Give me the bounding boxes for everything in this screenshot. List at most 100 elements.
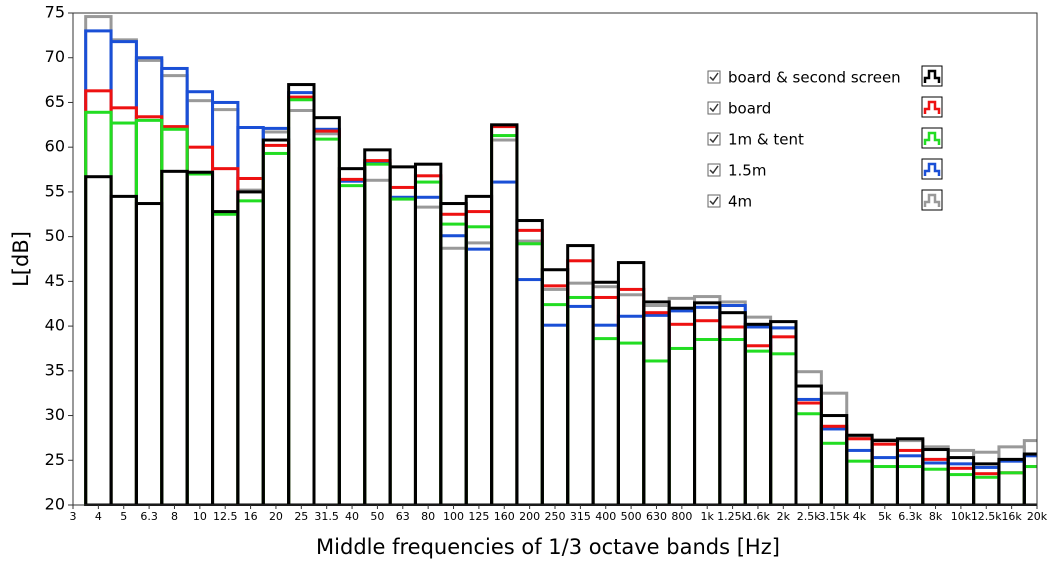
bar <box>769 320 798 506</box>
bar <box>616 293 646 506</box>
y-tick-label: 50 <box>45 226 65 245</box>
bar <box>591 337 620 506</box>
x-tick-label: 2.5k <box>797 510 821 523</box>
bar <box>160 125 189 506</box>
bar <box>312 137 341 506</box>
x-tick-label: 12.5 <box>213 510 238 523</box>
legend: board & second screen board 1m & tent 1.5m 4… <box>707 65 943 211</box>
bar <box>388 197 417 506</box>
bar <box>566 304 595 506</box>
bar <box>693 301 722 506</box>
legend-item[interactable]: 1m & tent <box>707 127 943 149</box>
bar <box>515 219 544 506</box>
bar <box>794 370 823 506</box>
bar <box>515 278 544 506</box>
bar <box>997 471 1026 506</box>
plot-frame <box>72 12 1038 506</box>
bar <box>819 441 849 506</box>
bar <box>464 247 494 506</box>
bar <box>743 349 773 506</box>
bar <box>490 180 519 506</box>
bar <box>413 205 443 506</box>
bar <box>540 287 570 506</box>
bar <box>667 306 697 506</box>
bar <box>895 454 925 506</box>
bar <box>642 311 671 506</box>
bar <box>261 138 291 506</box>
legend-checkbox <box>707 101 721 115</box>
bar <box>895 465 925 506</box>
legend-check <box>709 196 719 206</box>
bar <box>109 194 138 506</box>
bar <box>819 427 849 506</box>
bar <box>490 134 519 506</box>
bar <box>261 151 291 506</box>
bar <box>870 456 899 506</box>
legend-label: board & second screen <box>728 69 901 87</box>
bar <box>921 457 950 506</box>
legend-check <box>709 165 719 175</box>
bar <box>211 212 240 506</box>
bar <box>642 359 671 506</box>
x-tick-label: 10k <box>951 510 972 523</box>
legend-item[interactable]: board & second screen <box>707 65 943 87</box>
bar <box>464 241 494 506</box>
legend-icon-box <box>921 65 943 87</box>
bar <box>160 74 189 506</box>
bar <box>946 473 976 506</box>
y-tick-label: 40 <box>45 316 65 335</box>
bar <box>312 129 341 506</box>
bar <box>794 401 823 506</box>
bar <box>84 29 113 506</box>
bar <box>211 167 240 506</box>
bar <box>616 341 646 506</box>
x-tick-label: 40 <box>345 510 359 523</box>
legend-item[interactable]: board <box>707 96 943 118</box>
x-tick-label: 6.3k <box>898 510 922 523</box>
bar <box>591 285 620 506</box>
bar <box>921 448 950 506</box>
y-axis-label: L[dB] <box>9 231 33 287</box>
bar <box>211 100 240 506</box>
bar <box>109 106 138 506</box>
x-tick-label: 630 <box>646 510 667 523</box>
legend-checkbox <box>707 132 721 146</box>
bar <box>870 442 899 506</box>
legend-label: 1m & tent <box>728 131 804 149</box>
y-tick-label: 25 <box>45 450 65 469</box>
x-tick-label: 250 <box>545 510 566 523</box>
bar <box>287 83 316 506</box>
bar <box>287 95 316 506</box>
x-tick-label: 1k <box>701 510 715 523</box>
legend-icon <box>923 69 941 83</box>
x-tick-label: 5k <box>878 510 892 523</box>
bar <box>997 457 1026 506</box>
legend-item[interactable]: 1.5m <box>707 158 943 180</box>
bar <box>363 159 392 506</box>
x-tick-label: 8 <box>171 510 178 523</box>
bar <box>337 184 367 506</box>
bar <box>718 325 747 506</box>
bar <box>1022 452 1037 506</box>
bar <box>464 225 494 506</box>
bar <box>261 126 291 506</box>
bar <box>185 172 215 506</box>
bar <box>388 197 417 506</box>
bar <box>185 170 215 506</box>
bar <box>236 190 265 506</box>
bar <box>287 98 316 506</box>
bar <box>566 281 595 506</box>
bar <box>743 325 773 506</box>
bar <box>363 148 392 506</box>
x-tick-label: 80 <box>421 510 435 523</box>
legend-item[interactable]: 4m <box>707 189 943 211</box>
legend-check <box>709 134 719 144</box>
x-tick-label: 2k <box>777 510 791 523</box>
bar <box>261 143 291 506</box>
bar <box>997 445 1026 506</box>
bar <box>312 127 341 506</box>
bar <box>540 323 570 506</box>
y-tick-label: 70 <box>45 47 65 66</box>
bar <box>642 313 671 506</box>
